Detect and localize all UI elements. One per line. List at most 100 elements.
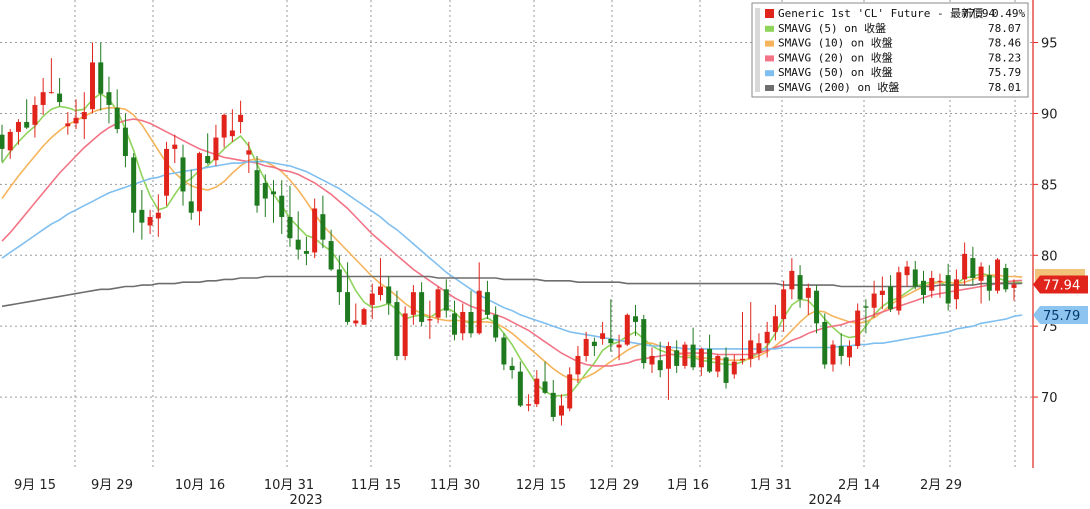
candle-body bbox=[402, 313, 408, 356]
candle-body bbox=[40, 92, 46, 105]
candle-body bbox=[427, 319, 433, 321]
candle-body bbox=[493, 314, 499, 338]
candle-body bbox=[756, 343, 762, 354]
candle-body bbox=[781, 289, 787, 320]
candle-body bbox=[65, 123, 71, 127]
legend-label: SMAVG (20) on 收盤 bbox=[778, 50, 893, 64]
candle-body bbox=[912, 269, 918, 287]
legend-value: 75.79 bbox=[988, 66, 1021, 79]
candle-body bbox=[871, 293, 877, 308]
candle-body bbox=[468, 312, 474, 334]
date-tick-label: 11月 15 bbox=[351, 478, 401, 493]
candle-body bbox=[460, 312, 466, 334]
candle-body bbox=[509, 365, 515, 371]
candle-body bbox=[945, 275, 951, 304]
candle-body bbox=[114, 107, 120, 130]
legend-value: 77.94 bbox=[962, 7, 995, 20]
last-value-tag bbox=[1033, 305, 1088, 324]
candle-body bbox=[649, 355, 655, 365]
candle-body bbox=[600, 333, 606, 339]
candle-body bbox=[1011, 284, 1017, 288]
sma-line bbox=[1, 275, 1023, 308]
last-value-tag-text: 75.79 bbox=[1043, 309, 1080, 324]
candle-body bbox=[254, 170, 260, 206]
legend-frame bbox=[751, 2, 1029, 98]
candle-body bbox=[312, 208, 318, 253]
price-tick-label: 85 bbox=[1041, 178, 1058, 193]
candle-body bbox=[657, 360, 663, 371]
candle-body bbox=[106, 92, 112, 105]
candle-body bbox=[90, 62, 96, 110]
price-tick-label: 70 bbox=[1041, 391, 1058, 406]
candle-body bbox=[970, 258, 976, 278]
candle-body bbox=[838, 346, 844, 356]
candle-body bbox=[410, 292, 416, 315]
candle-body bbox=[139, 209, 145, 223]
legend-value: 78.46 bbox=[988, 37, 1021, 50]
date-tick-label: 12月 15 bbox=[516, 478, 566, 493]
candle-body bbox=[896, 272, 902, 311]
year-label: 2023 bbox=[289, 493, 322, 508]
legend-value: 78.23 bbox=[988, 51, 1021, 64]
candle-body bbox=[723, 357, 729, 383]
legend-label: Generic 1st 'CL' Future - 最新價 bbox=[778, 6, 983, 20]
candle-body bbox=[164, 148, 170, 196]
candle-body bbox=[534, 378, 540, 405]
candle-body bbox=[32, 104, 38, 125]
legend-swatch bbox=[765, 70, 774, 77]
candle-body bbox=[591, 341, 597, 347]
candle-body bbox=[542, 381, 548, 393]
date-tick-label: 1月 31 bbox=[750, 478, 792, 493]
candle-body bbox=[789, 270, 795, 290]
candle-body bbox=[822, 321, 828, 365]
candle-body bbox=[526, 404, 532, 406]
candle-body bbox=[221, 114, 227, 138]
candle-body bbox=[920, 280, 926, 295]
candle-body bbox=[48, 92, 54, 94]
candle-body bbox=[550, 392, 556, 417]
candle-body bbox=[7, 131, 13, 151]
candle-body bbox=[1003, 268, 1009, 290]
candle-body bbox=[567, 374, 573, 409]
date-tick-label: 1月 16 bbox=[667, 478, 709, 493]
moving-average-lines bbox=[1, 92, 1023, 397]
candle-body bbox=[962, 253, 968, 280]
date-tick-label: 9月 15 bbox=[14, 478, 56, 493]
candle-body bbox=[995, 259, 1001, 291]
candle-body bbox=[682, 344, 688, 366]
candle-body bbox=[764, 331, 770, 344]
candle-body bbox=[698, 348, 704, 368]
date-tick-label: 12月 29 bbox=[589, 478, 639, 493]
candle-body bbox=[558, 405, 564, 416]
candle-body bbox=[386, 286, 392, 304]
candle-body bbox=[345, 292, 351, 322]
candle-body bbox=[246, 150, 252, 155]
candle-body bbox=[674, 350, 680, 366]
date-tick-label: 11月 30 bbox=[430, 478, 480, 493]
year-label: 2024 bbox=[808, 493, 841, 508]
legend-label: SMAVG (50) on 收盤 bbox=[778, 65, 893, 79]
legend-handle bbox=[755, 8, 760, 92]
candle-body bbox=[24, 121, 30, 128]
legend-change: 0.49% bbox=[992, 7, 1025, 20]
candle-body bbox=[707, 348, 713, 372]
candle-body bbox=[172, 144, 178, 149]
candle-body bbox=[435, 289, 441, 318]
candle-body bbox=[394, 302, 400, 356]
candle-body bbox=[205, 156, 211, 164]
candle-body bbox=[443, 289, 449, 311]
date-tick-label: 2月 29 bbox=[920, 478, 962, 493]
candle-body bbox=[805, 287, 811, 298]
candle-body bbox=[904, 266, 910, 276]
candle-body bbox=[575, 355, 581, 375]
candle-body bbox=[353, 320, 359, 324]
candle-body bbox=[452, 313, 458, 335]
legend-label: SMAVG (5) on 收盤 bbox=[778, 21, 886, 35]
candle-body bbox=[73, 117, 79, 124]
price-tick-label: 80 bbox=[1041, 249, 1058, 264]
candle-body bbox=[953, 279, 959, 300]
candle-body bbox=[377, 286, 383, 295]
candle-body bbox=[665, 346, 671, 369]
